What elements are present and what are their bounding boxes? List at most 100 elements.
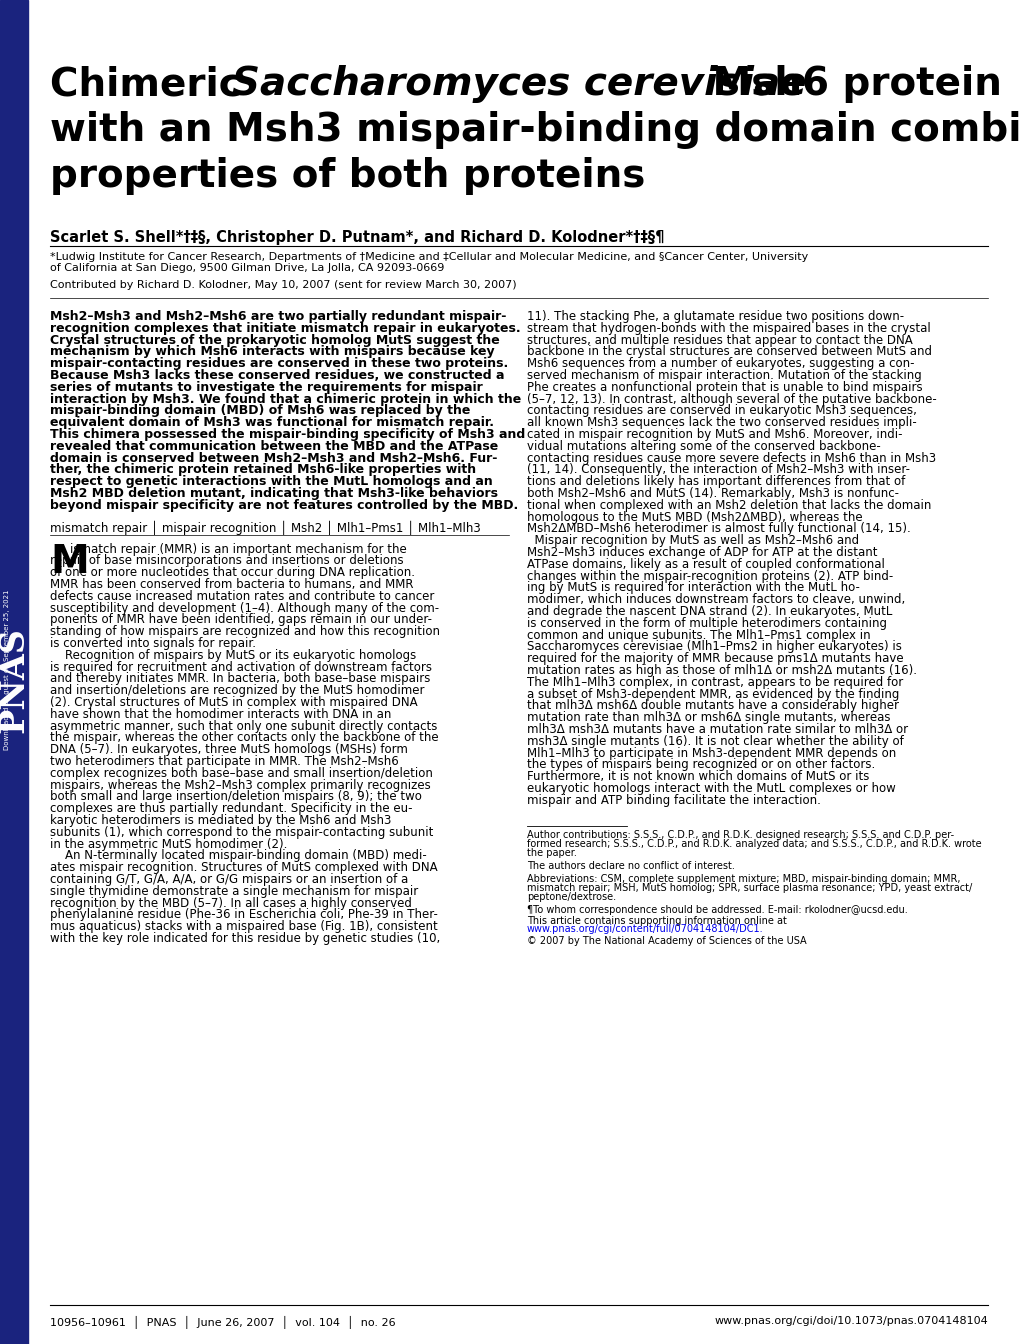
Text: the mispair, whereas the other contacts only the backbone of the: the mispair, whereas the other contacts … — [50, 731, 438, 745]
Text: Msh2ΔMBD–Msh6 heterodimer is almost fully functional (14, 15).: Msh2ΔMBD–Msh6 heterodimer is almost full… — [527, 523, 910, 535]
Text: © 2007 by The National Academy of Sciences of the USA: © 2007 by The National Academy of Scienc… — [527, 935, 806, 946]
Text: the types of mispairs being recognized or on other factors.: the types of mispairs being recognized o… — [527, 758, 874, 771]
Text: PNAS: PNAS — [0, 628, 31, 732]
Text: two heterodimers that participate in MMR. The Msh2–Msh6: two heterodimers that participate in MMR… — [50, 755, 398, 767]
Text: of California at San Diego, 9500 Gilman Drive, La Jolla, CA 92093-0669: of California at San Diego, 9500 Gilman … — [50, 263, 444, 273]
Text: interaction by Msh3. We found that a chimeric protein in which the: interaction by Msh3. We found that a chi… — [50, 392, 521, 406]
Text: properties of both proteins: properties of both proteins — [50, 157, 645, 195]
Text: Mlh1–Mlh3 to participate in Msh3-dependent MMR depends on: Mlh1–Mlh3 to participate in Msh3-depende… — [527, 747, 896, 759]
Text: required for the majority of MMR because pms1Δ mutants have: required for the majority of MMR because… — [527, 652, 903, 665]
Text: (11, 14). Consequently, the interaction of Msh2–Msh3 with inser-: (11, 14). Consequently, the interaction … — [527, 464, 909, 476]
Text: mismatch repair; MSH, MutS homolog; SPR, surface plasma resonance; YPD, yeast ex: mismatch repair; MSH, MutS homolog; SPR,… — [527, 883, 971, 892]
Text: both Msh2–Msh6 and MutS (14). Remarkably, Msh3 is nonfunc-: both Msh2–Msh6 and MutS (14). Remarkably… — [527, 487, 898, 500]
Text: served mechanism of mispair interaction. Mutation of the stacking: served mechanism of mispair interaction.… — [527, 370, 921, 382]
Text: in the asymmetric MutS homodimer (2).: in the asymmetric MutS homodimer (2). — [50, 837, 287, 851]
Text: tions and deletions likely has important differences from that of: tions and deletions likely has important… — [527, 476, 905, 488]
Text: ther, the chimeric protein retained Msh6-like properties with: ther, the chimeric protein retained Msh6… — [50, 464, 476, 476]
Text: (2). Crystal structures of MutS in complex with mispaired DNA: (2). Crystal structures of MutS in compl… — [50, 696, 417, 710]
Text: Saccharomyces cerevisiae (Mlh1–Pms2 in higher eukaryotes) is: Saccharomyces cerevisiae (Mlh1–Pms2 in h… — [527, 640, 901, 653]
Text: Mispair recognition by MutS as well as Msh2–Msh6 and: Mispair recognition by MutS as well as M… — [527, 534, 858, 547]
Text: mlh3Δ msh3Δ mutants have a mutation rate similar to mlh3Δ or: mlh3Δ msh3Δ mutants have a mutation rate… — [527, 723, 907, 737]
Text: peptone/dextrose.: peptone/dextrose. — [527, 891, 615, 902]
Text: stream that hydrogen-bonds with the mispaired bases in the crystal: stream that hydrogen-bonds with the misp… — [527, 321, 930, 335]
Text: that mlh3Δ msh6Δ double mutants have a considerably higher: that mlh3Δ msh6Δ double mutants have a c… — [527, 699, 898, 712]
Text: complexes are thus partially redundant. Specificity in the eu-: complexes are thus partially redundant. … — [50, 802, 412, 816]
Text: (5–7, 12, 13). In contrast, although several of the putative backbone-: (5–7, 12, 13). In contrast, although sev… — [527, 392, 935, 406]
Text: and insertion/deletions are recognized by the MutS homodimer: and insertion/deletions are recognized b… — [50, 684, 424, 698]
Text: mispair and ATP binding facilitate the interaction.: mispair and ATP binding facilitate the i… — [527, 794, 820, 806]
Text: msh3Δ single mutants (16). It is not clear whether the ability of: msh3Δ single mutants (16). It is not cle… — [527, 735, 903, 747]
Text: MMR has been conserved from bacteria to humans, and MMR: MMR has been conserved from bacteria to … — [50, 578, 413, 591]
Text: equivalent domain of Msh3 was functional for mismatch repair.: equivalent domain of Msh3 was functional… — [50, 417, 493, 429]
Text: recognition complexes that initiate mismatch repair in eukaryotes.: recognition complexes that initiate mism… — [50, 321, 520, 335]
Text: is required for recruitment and activation of downstream factors: is required for recruitment and activati… — [50, 661, 432, 673]
Text: M: M — [50, 543, 89, 581]
Text: Phe creates a nonfunctional protein that is unable to bind mispairs: Phe creates a nonfunctional protein that… — [527, 380, 922, 394]
Text: The Mlh1–Mlh3 complex, in contrast, appears to be required for: The Mlh1–Mlh3 complex, in contrast, appe… — [527, 676, 903, 688]
Text: 10956–10961  │  PNAS  │  June 26, 2007  │  vol. 104  │  no. 26: 10956–10961 │ PNAS │ June 26, 2007 │ vol… — [50, 1316, 395, 1329]
Text: Saccharomyces cerevisiae: Saccharomyces cerevisiae — [231, 65, 806, 103]
Text: mutation rates as high as those of mlh1Δ or msh2Δ mutants (16).: mutation rates as high as those of mlh1Δ… — [527, 664, 916, 677]
Text: www.pnas.org/cgi/doi/10.1073/pnas.0704148104: www.pnas.org/cgi/doi/10.1073/pnas.070414… — [713, 1316, 987, 1327]
Text: 11). The stacking Phe, a glutamate residue two positions down-: 11). The stacking Phe, a glutamate resid… — [527, 310, 903, 323]
Text: DNA (5–7). In eukaryotes, three MutS homologs (MSHs) form: DNA (5–7). In eukaryotes, three MutS hom… — [50, 743, 408, 757]
Text: and degrade the nascent DNA strand (2). In eukaryotes, MutL: and degrade the nascent DNA strand (2). … — [527, 605, 892, 618]
Text: Msh2–Msh3 and Msh2–Msh6 are two partially redundant mispair-: Msh2–Msh3 and Msh2–Msh6 are two partiall… — [50, 310, 505, 323]
Text: ¶To whom correspondence should be addressed. E-mail: rkolodner@ucsd.edu.: ¶To whom correspondence should be addres… — [527, 905, 907, 915]
Text: defects cause increased mutation rates and contribute to cancer: defects cause increased mutation rates a… — [50, 590, 434, 603]
Text: repair of base misincorporations and insertions or deletions: repair of base misincorporations and ins… — [50, 554, 404, 567]
Text: *Ludwig Institute for Cancer Research, Departments of †Medicine and ‡Cellular an: *Ludwig Institute for Cancer Research, D… — [50, 253, 807, 262]
Text: a subset of Msh3-dependent MMR, as evidenced by the finding: a subset of Msh3-dependent MMR, as evide… — [527, 688, 899, 700]
Text: Chimeric: Chimeric — [50, 65, 255, 103]
Text: The authors declare no conflict of interest.: The authors declare no conflict of inter… — [527, 860, 734, 871]
Text: with an Msh3 mispair-binding domain combines: with an Msh3 mispair-binding domain comb… — [50, 112, 1019, 149]
Text: ATPase domains, likely as a result of coupled conformational: ATPase domains, likely as a result of co… — [527, 558, 884, 571]
Text: homologous to the MutS MBD (Msh2ΔMBD), whereas the: homologous to the MutS MBD (Msh2ΔMBD), w… — [527, 511, 862, 524]
Text: Abbreviations: CSM, complete supplement mixture; MBD, mispair-binding domain; MM: Abbreviations: CSM, complete supplement … — [527, 874, 960, 883]
Text: asymmetric manner, such that only one subunit directly contacts: asymmetric manner, such that only one su… — [50, 719, 437, 732]
Text: eukaryotic homologs interact with the MutL complexes or how: eukaryotic homologs interact with the Mu… — [527, 782, 895, 796]
Text: subunits (1), which correspond to the mispair-contacting subunit: subunits (1), which correspond to the mi… — [50, 825, 433, 839]
Text: ponents of MMR have been identified, gaps remain in our under-: ponents of MMR have been identified, gap… — [50, 613, 432, 626]
Text: Furthermore, it is not known which domains of MutS or its: Furthermore, it is not known which domai… — [527, 770, 868, 784]
Text: tional when complexed with an Msh2 deletion that lacks the domain: tional when complexed with an Msh2 delet… — [527, 499, 930, 512]
Text: structures, and multiple residues that appear to contact the DNA: structures, and multiple residues that a… — [527, 333, 912, 347]
Text: Msh2 MBD deletion mutant, indicating that Msh3-like behaviors: Msh2 MBD deletion mutant, indicating tha… — [50, 487, 497, 500]
Text: mispair-contacting residues are conserved in these two proteins.: mispair-contacting residues are conserve… — [50, 358, 507, 370]
Text: formed research; S.S.S., C.D.P., and R.D.K. analyzed data; and S.S.S., C.D.P., a: formed research; S.S.S., C.D.P., and R.D… — [527, 839, 980, 848]
Text: Msh6 sequences from a number of eukaryotes, suggesting a con-: Msh6 sequences from a number of eukaryot… — [527, 358, 914, 370]
Text: of one or more nucleotides that occur during DNA replication.: of one or more nucleotides that occur du… — [50, 566, 415, 579]
Text: Downloaded by guest on September 25, 2021: Downloaded by guest on September 25, 202… — [4, 590, 10, 750]
Text: mutation rate than mlh3Δ or msh6Δ single mutants, whereas: mutation rate than mlh3Δ or msh6Δ single… — [527, 711, 890, 724]
Text: common and unique subunits. The Mlh1–Pms1 complex in: common and unique subunits. The Mlh1–Pms… — [527, 629, 870, 641]
Text: with the key role indicated for this residue by genetic studies (10,: with the key role indicated for this res… — [50, 931, 440, 945]
Text: is converted into signals for repair.: is converted into signals for repair. — [50, 637, 256, 650]
Text: modimer, which induces downstream factors to cleave, unwind,: modimer, which induces downstream factor… — [527, 593, 905, 606]
Text: This article contains supporting information online at: This article contains supporting informa… — [527, 915, 790, 926]
Text: Crystal structures of the prokaryotic homolog MutS suggest the: Crystal structures of the prokaryotic ho… — [50, 333, 499, 347]
Text: contacting residues are conserved in eukaryotic Msh3 sequences,: contacting residues are conserved in euk… — [527, 405, 916, 418]
Text: Recognition of mispairs by MutS or its eukaryotic homologs: Recognition of mispairs by MutS or its e… — [50, 649, 416, 661]
Text: Because Msh3 lacks these conserved residues, we constructed a: Because Msh3 lacks these conserved resid… — [50, 370, 504, 382]
Text: vidual mutations altering some of the conserved backbone-: vidual mutations altering some of the co… — [527, 439, 879, 453]
Text: changes within the mispair-recognition proteins (2). ATP bind-: changes within the mispair-recognition p… — [527, 570, 893, 582]
Bar — [0, 0, 28, 1344]
Text: the paper.: the paper. — [527, 848, 577, 857]
Text: mus aquaticus) stacks with a mispaired base (Fig. 1B), consistent: mus aquaticus) stacks with a mispaired b… — [50, 921, 437, 933]
Text: Scarlet S. Shell*†‡§, Christopher D. Putnam*, and Richard D. Kolodner*†‡§¶: Scarlet S. Shell*†‡§, Christopher D. Put… — [50, 230, 663, 245]
Text: and thereby initiates MMR. In bacteria, both base–base mispairs: and thereby initiates MMR. In bacteria, … — [50, 672, 430, 685]
Text: ing by MutS is required for interaction with the MutL ho-: ing by MutS is required for interaction … — [527, 582, 859, 594]
Text: Msh6 protein: Msh6 protein — [698, 65, 1001, 103]
Text: susceptibility and development (1–4). Although many of the com-: susceptibility and development (1–4). Al… — [50, 602, 439, 614]
Text: cated in mispair recognition by MutS and Msh6. Moreover, indi-: cated in mispair recognition by MutS and… — [527, 427, 902, 441]
Text: revealed that communication between the MBD and the ATPase: revealed that communication between the … — [50, 439, 497, 453]
Text: An N-terminally located mispair-binding domain (MBD) medi-: An N-terminally located mispair-binding … — [50, 849, 426, 863]
Text: contacting residues cause more severe defects in Msh6 than in Msh3: contacting residues cause more severe de… — [527, 452, 935, 465]
Text: karyotic heterodimers is mediated by the Msh6 and Msh3: karyotic heterodimers is mediated by the… — [50, 814, 391, 827]
Text: both small and large insertion/deletion mispairs (8, 9); the two: both small and large insertion/deletion … — [50, 790, 422, 804]
Text: all known Msh3 sequences lack the two conserved residues impli-: all known Msh3 sequences lack the two co… — [527, 417, 916, 429]
Text: domain is conserved between Msh2–Msh3 and Msh2–Msh6. Fur-: domain is conserved between Msh2–Msh3 an… — [50, 452, 497, 465]
Text: complex recognizes both base–base and small insertion/deletion: complex recognizes both base–base and sm… — [50, 767, 432, 780]
Text: mispair-binding domain (MBD) of Msh6 was replaced by the: mispair-binding domain (MBD) of Msh6 was… — [50, 405, 470, 418]
Text: respect to genetic interactions with the MutL homologs and an: respect to genetic interactions with the… — [50, 476, 492, 488]
